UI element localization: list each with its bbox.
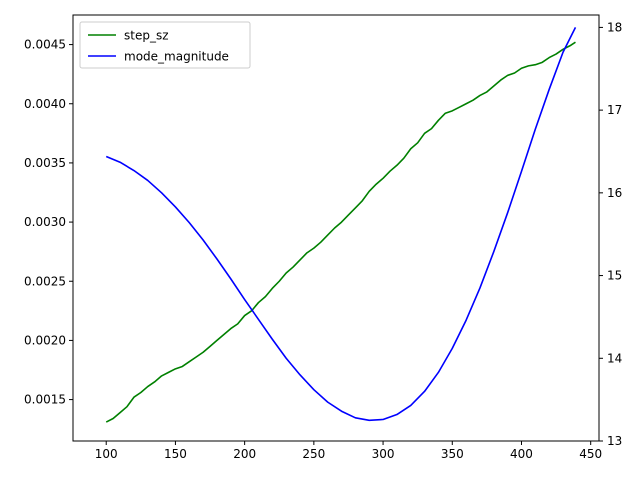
y-left-tick-label: 0.0015 <box>24 393 66 407</box>
y-left-tick-label: 0.0040 <box>24 97 66 111</box>
series-line-step-sz <box>105 41 576 423</box>
legend: step_sz mode_magnitude <box>79 21 251 69</box>
y-left-tick-label: 0.0025 <box>24 274 66 288</box>
x-tick-label: 250 <box>302 447 325 461</box>
y-left-tick-label: 0.0035 <box>24 156 66 170</box>
series-line-mode-magnitude <box>105 27 577 422</box>
y-right-tick-label: 16 <box>607 186 622 200</box>
y-axis-left: 0.0015 0.0020 0.0025 0.0030 0.0035 0.0040 0.00… <box>24 38 73 407</box>
legend-box <box>79 21 251 69</box>
series-layer <box>105 27 577 423</box>
y-right-tick-label: 13 <box>607 434 622 448</box>
x-tick-label: 300 <box>372 447 395 461</box>
y-left-tick-label: 0.0045 <box>24 38 66 52</box>
y-right-tick-label: 17 <box>607 103 622 117</box>
x-tick-label: 100 <box>95 447 118 461</box>
legend-label-step-sz: step_sz <box>124 29 169 43</box>
x-tick-label: 200 <box>233 447 256 461</box>
plot-frame <box>72 14 600 442</box>
y-axis-right: 13 14 15 16 17 18 <box>599 20 622 448</box>
y-left-tick-label: 0.0020 <box>24 333 66 347</box>
y-left-tick-label: 0.0030 <box>24 215 66 229</box>
x-tick-label: 450 <box>579 447 602 461</box>
y-right-tick-label: 18 <box>607 20 622 34</box>
x-tick-label: 350 <box>441 447 464 461</box>
x-tick-label: 400 <box>510 447 533 461</box>
y-right-tick-label: 14 <box>607 351 622 365</box>
x-axis: 100 150 200 250 300 350 400 450 <box>95 441 602 461</box>
y-right-tick-label: 15 <box>607 269 622 283</box>
plot-area <box>73 15 599 441</box>
x-tick-label: 150 <box>164 447 187 461</box>
legend-label-mode-magnitude: mode_magnitude <box>124 50 229 64</box>
